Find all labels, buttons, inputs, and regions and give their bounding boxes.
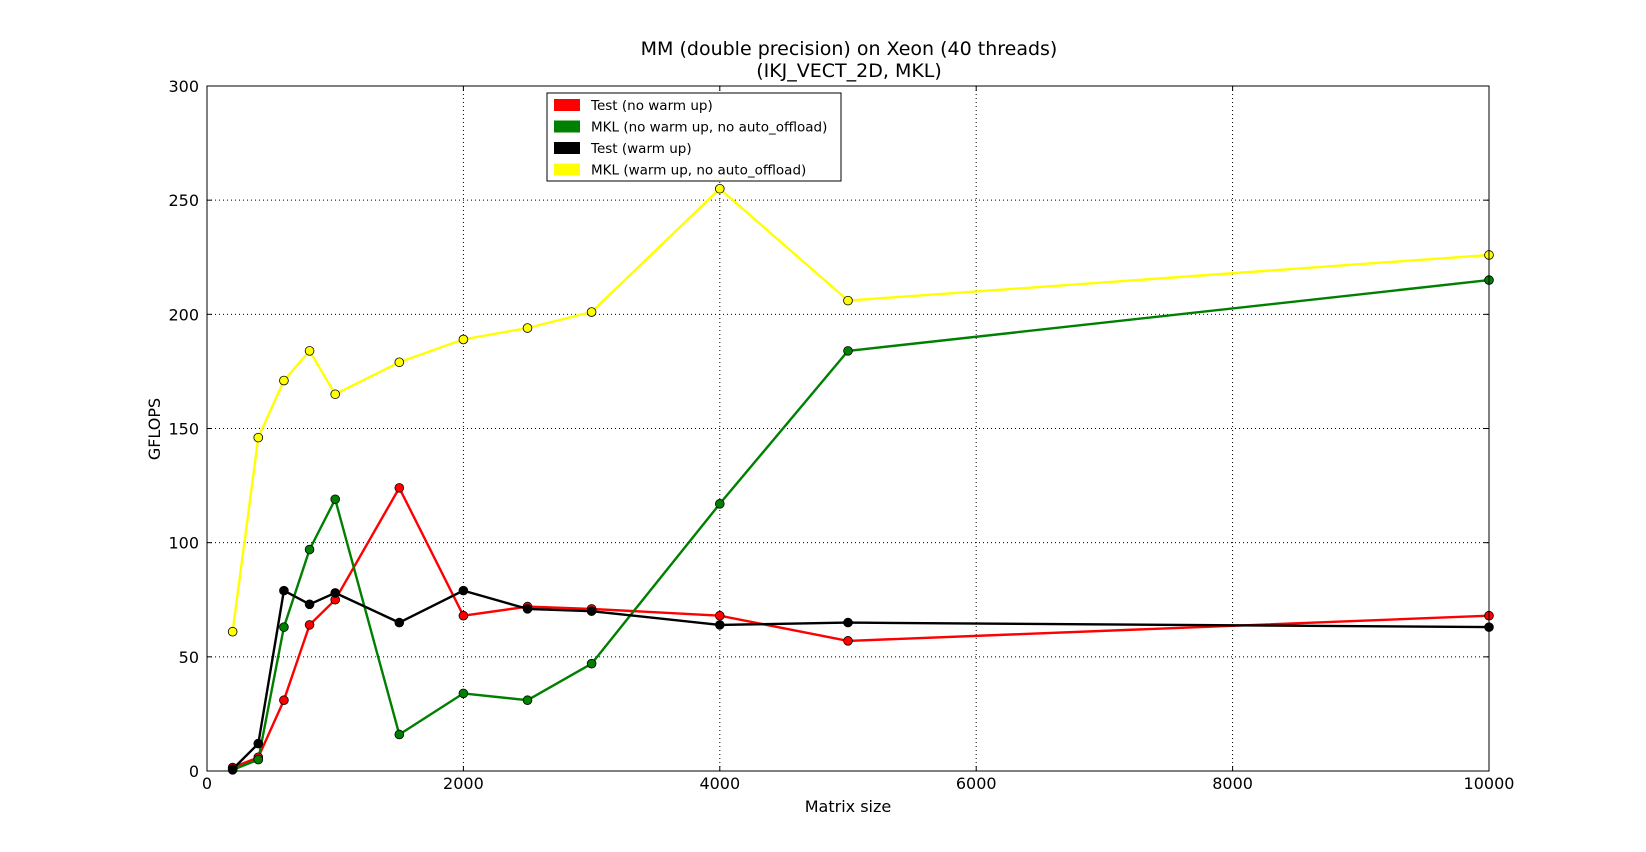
data-point [394, 729, 405, 740]
series-line-1 [232, 278, 1490, 772]
legend-label: Test (no warm up) [590, 98, 713, 114]
legend-label: MKL (no warm up, no auto_offload) [591, 120, 827, 136]
legend-frame [546, 92, 842, 182]
x-tick-label: 6000 [956, 774, 997, 793]
data-point [458, 610, 469, 621]
chart-subtitle: (IKJ_VECT_2D, MKL) [756, 60, 942, 82]
data-point [279, 375, 289, 386]
data-point [253, 738, 264, 749]
data-point [586, 307, 597, 317]
y-axis: 0 50 100 150 200 250 300 [168, 77, 1489, 781]
data-point [279, 585, 289, 596]
series-markers [227, 183, 1494, 775]
data-point [458, 688, 469, 699]
series-line-0 [232, 486, 1490, 769]
data-point [522, 323, 533, 333]
y-axis-label: GFLOPS [145, 398, 164, 460]
data-point [394, 357, 405, 368]
data-point [227, 764, 238, 774]
data-point [458, 334, 469, 345]
x-tick-label: 10000 [1464, 774, 1515, 793]
legend-swatch [554, 163, 580, 176]
data-point [843, 346, 853, 356]
legend: Test (no warm up) MKL (no warm up, no aut… [546, 92, 842, 182]
data-point [279, 622, 289, 632]
series-line-2 [231, 589, 1490, 771]
gridlines [207, 86, 1489, 771]
data-point [522, 604, 533, 614]
data-point [458, 585, 469, 596]
x-axis: 0 2000 4000 6000 8000 10000 [202, 86, 1515, 793]
data-point [586, 658, 597, 669]
x-tick-label: 4000 [699, 774, 740, 793]
data-point [330, 494, 341, 505]
series-line-3 [231, 187, 1490, 632]
legend-label: MKL (warm up, no auto_offload) [591, 163, 806, 179]
data-point [304, 544, 315, 555]
data-point [253, 754, 264, 765]
data-point [843, 617, 853, 628]
x-tick-label: 8000 [1212, 774, 1253, 793]
legend-label: Test (warm up) [590, 141, 692, 157]
data-point [330, 588, 341, 598]
legend-swatch [554, 142, 580, 154]
data-point [279, 695, 289, 706]
chart-title: MM (double precision) on Xeon (40 thread… [641, 38, 1058, 60]
data-point [714, 499, 725, 509]
data-point [304, 346, 315, 356]
data-point [394, 483, 405, 493]
data-point [843, 636, 853, 646]
y-tick-label: 150 [168, 420, 199, 439]
data-point [394, 617, 405, 628]
legend-swatch [554, 99, 580, 111]
x-tick-label: 0 [202, 774, 212, 793]
x-axis-label: Matrix size [805, 797, 891, 816]
data-point [714, 610, 725, 621]
legend-swatch [554, 120, 580, 133]
data-point [522, 695, 533, 706]
data-point [330, 389, 341, 400]
y-tick-label: 50 [179, 648, 199, 667]
data-point [227, 626, 238, 637]
data-point [304, 599, 315, 610]
data-point [253, 432, 264, 443]
y-tick-label: 200 [168, 305, 199, 324]
y-tick-label: 250 [168, 191, 199, 210]
y-tick-label: 0 [189, 762, 199, 781]
data-point [843, 295, 853, 306]
data-point [586, 606, 597, 616]
y-tick-label: 300 [168, 77, 199, 96]
y-tick-label: 100 [168, 534, 199, 553]
data-point [304, 620, 315, 630]
series-lines [231, 187, 1490, 772]
x-tick-label: 2000 [443, 774, 484, 793]
data-point [714, 620, 725, 630]
data-point [714, 183, 725, 194]
